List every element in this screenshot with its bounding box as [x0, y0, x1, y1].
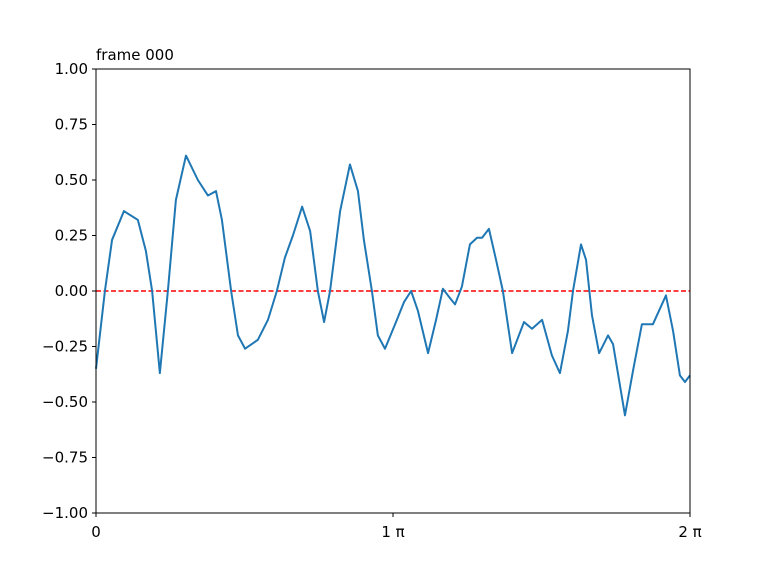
y-tick-label: 0.75: [55, 116, 88, 134]
y-tick-label: −1.00: [42, 504, 88, 522]
x-tick-label: 1 π: [381, 523, 404, 541]
line-series: [95, 154, 691, 417]
y-tick-label: 1.00: [55, 60, 88, 78]
plot-frame: [95, 68, 691, 514]
x-tick-label: 0: [91, 523, 101, 541]
x-tick-label: 2 π: [678, 523, 701, 541]
chart-title: frame 000: [96, 46, 174, 64]
y-tick-label: −0.25: [42, 338, 88, 356]
y-tick-label: 0.00: [55, 282, 88, 300]
y-tick-label: 0.25: [55, 227, 88, 245]
y-tick-label: 0.50: [55, 171, 88, 189]
y-tick-label: −0.50: [42, 393, 88, 411]
y-tick-label: −0.75: [42, 449, 88, 467]
